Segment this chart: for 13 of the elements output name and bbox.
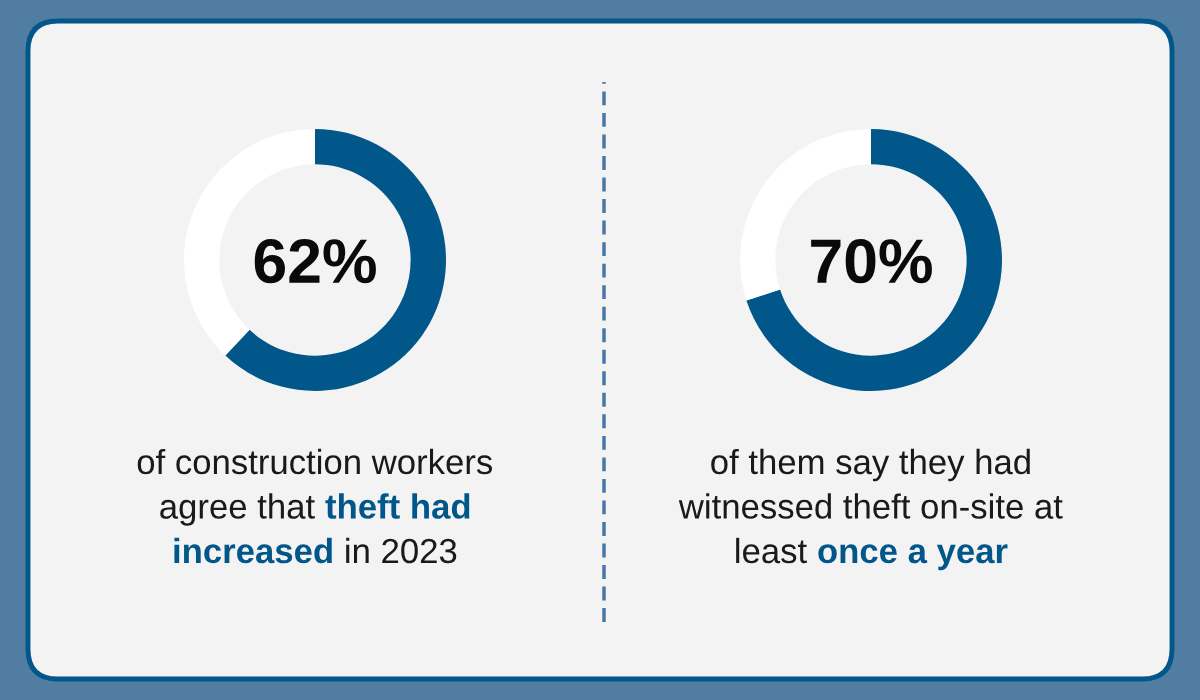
donut-slice [746, 129, 1002, 391]
text: theft had [325, 493, 470, 519]
text: of construction workers [137, 448, 492, 475]
data-label: 62% [254, 239, 376, 284]
text: once a year [818, 544, 1008, 571]
text: least [736, 537, 807, 564]
text: in 2023 [346, 537, 457, 564]
text: agree that [160, 493, 315, 526]
text: witnessed theft on-site at [678, 493, 1063, 519]
donut-slice [225, 129, 446, 391]
data-label: 70% [811, 239, 932, 284]
text: increased [174, 537, 332, 564]
text: of them say they had [711, 448, 1030, 482]
